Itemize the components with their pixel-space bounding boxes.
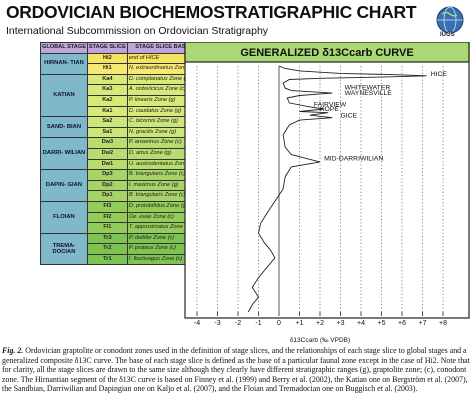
table-row: HIRNAN- TIAN Hi2 end of HICE — [40, 52, 198, 75]
chart-title: GENERALIZED δ13Ccarb CURVE — [240, 47, 413, 59]
table-row: KATIAN Ka4 D. complanatus Zone (g) — [40, 73, 198, 118]
isotope-curve-line — [247, 65, 427, 313]
stage-name-cell: FLOIAN — [40, 200, 88, 234]
chart-title-bar — [184, 41, 470, 63]
curve-annotation: HICE — [431, 71, 448, 78]
page-title: ORDOVICIAN BIOCHEMOSTRATIGRAPHIC CHART — [6, 2, 417, 22]
stage-table: GLOBAL STAGE STAGE SLICE STAGE SLICE BAS… — [40, 42, 198, 266]
curve-annotation: FAIRVIEW — [314, 102, 347, 109]
stage-name-cell: TREMA- DOCIAN — [40, 232, 88, 266]
x-tick-label: +3 — [337, 320, 345, 327]
slice-cell: Dp3 — [86, 169, 128, 181]
chart-frame — [184, 41, 470, 319]
x-tick-label: 0 — [277, 320, 281, 327]
slice-cell: Fl3 — [86, 200, 128, 213]
x-tick-label: -3 — [214, 320, 220, 327]
x-tick-label: +6 — [398, 320, 406, 327]
stage-table-body: HIRNAN- TIAN Hi2 end of HICE Hi1 N. extraord… — [40, 52, 198, 266]
stage-name-cell: HIRNAN- TIAN — [40, 52, 88, 75]
slice-cell: Ka1 — [86, 105, 128, 118]
slice-cell: Hi2 — [86, 52, 128, 65]
curve-annotation: GICE — [341, 113, 358, 120]
slice-cell: Tr1 — [86, 253, 128, 266]
stage-name-cell: DAPIN- GIAN — [40, 169, 88, 202]
iugs-globe-icon — [436, 6, 464, 34]
x-tick-label: -1 — [255, 320, 261, 327]
x-tick-label: -4 — [194, 320, 200, 327]
slice-cell: Fl2 — [86, 211, 128, 224]
stage-name-cell: DARRI- WILIAN — [40, 137, 88, 171]
table-row: FLOIAN Fl3 D. protobifidus Zone (g) — [40, 200, 198, 234]
table-row: DARRI- WILIAN Dw3 P. anserinus Zone (c) — [40, 137, 198, 171]
curve-annotation: WHITEWATER — [345, 84, 391, 91]
caption-text: Ordovician graptolite or conodont zones … — [2, 346, 470, 394]
slice-cell: Dw1 — [86, 158, 128, 171]
figure-caption: Fig. 2. Ordovician graptolite or conodon… — [2, 346, 472, 394]
slice-cell: Tr2 — [86, 243, 128, 255]
table-row: DAPIN- GIAN Dp3 B. triangularis Zone (c) — [40, 169, 198, 202]
table-row: SAND- BIAN Sa2 C. bicornis Zone (g) — [40, 116, 198, 139]
curve-annotation: MID-DARRIWILIAN — [324, 156, 383, 163]
x-tick-label: +8 — [439, 320, 447, 327]
x-tick-label: +4 — [357, 320, 365, 327]
x-tick-label: +7 — [419, 320, 427, 327]
slice-cell: Ka3 — [86, 84, 128, 96]
stage-name-cell: SAND- BIAN — [40, 116, 88, 139]
slice-cell: Ka2 — [86, 94, 128, 107]
x-tick-label: +5 — [378, 320, 386, 327]
isotope-chart: GENERALIZED δ13Ccarb CURVE -4 -3 -2 -1 0 +1 +2 +… — [183, 41, 471, 344]
table-row: TREMA- DOCIAN Tr3 P. deltifer Zone (c) — [40, 232, 198, 266]
isotope-chart-svg: GENERALIZED δ13Ccarb CURVE -4 -3 -2 -1 0 +1 +2 +… — [184, 41, 470, 344]
slice-cell: Hi1 — [86, 63, 128, 75]
slice-cell: Sa2 — [86, 116, 128, 128]
x-tick-label: +1 — [296, 320, 304, 327]
x-tick-label: -2 — [235, 320, 241, 327]
slice-cell: Tr3 — [86, 232, 128, 245]
stage-name-cell: KATIAN — [40, 73, 88, 118]
col-header-stage: GLOBAL STAGE — [40, 42, 88, 54]
curve-annotation: KOPE — [320, 106, 339, 113]
slice-cell: Dp1 — [86, 190, 128, 202]
slice-cell: Ka4 — [86, 73, 128, 86]
slice-cell: Dp2 — [86, 179, 128, 192]
col-header-slice: STAGE SLICE — [86, 42, 128, 54]
logo-text: IUGS — [440, 32, 455, 38]
slice-cell: Fl1 — [86, 222, 128, 234]
slice-cell: Sa1 — [86, 126, 128, 139]
x-axis-label: δ13Ccarb (‰ VPDB) — [290, 337, 350, 344]
slice-cell: Dw3 — [86, 137, 128, 149]
page-subtitle: International Subcommission on Ordovicia… — [6, 25, 269, 37]
curve-annotation: WAYNESVILLE — [345, 90, 393, 97]
slice-cell: Dw2 — [86, 147, 128, 160]
x-tick-label: +2 — [316, 320, 324, 327]
caption-label: Fig. 2. — [2, 346, 24, 355]
